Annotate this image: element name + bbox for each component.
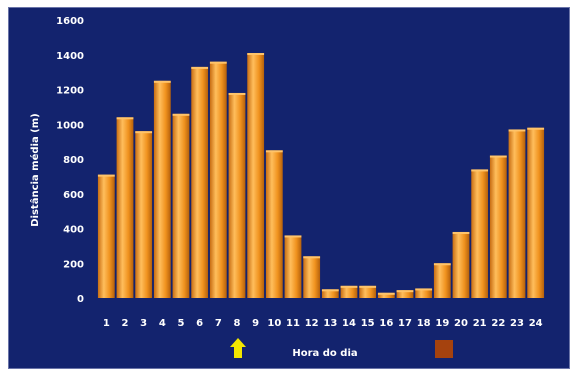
x-tick-label: 16 <box>379 318 393 329</box>
bar <box>340 285 358 298</box>
bar-top <box>359 285 377 288</box>
bar <box>303 256 321 298</box>
x-tick-label: 14 <box>342 318 356 329</box>
bar <box>321 289 339 298</box>
x-tick-label: 9 <box>252 318 259 329</box>
bar-top <box>303 256 321 259</box>
y-tick-labels: 0 200 400 600 800 1000 1200 1400 1600 <box>56 16 84 305</box>
x-tick-label: 7 <box>215 318 222 329</box>
y-axis-label: Distância média (m) <box>29 113 41 227</box>
x-tick-label: 19 <box>435 318 449 329</box>
bar-top <box>415 288 433 291</box>
x-tick-label: 4 <box>159 318 166 329</box>
x-tick-label: 12 <box>305 318 319 329</box>
bar <box>191 66 209 298</box>
bar <box>433 263 451 298</box>
bar-top <box>191 66 209 69</box>
x-tick-label: 3 <box>140 318 147 329</box>
bar-top <box>471 169 489 172</box>
bar <box>172 113 190 298</box>
x-tick-label: 17 <box>398 318 412 329</box>
bar-top <box>116 117 134 120</box>
bar <box>97 174 115 298</box>
y-tick-label: 800 <box>63 155 84 166</box>
bar-top <box>340 285 358 288</box>
bar <box>527 127 545 298</box>
y-tick-label: 1200 <box>56 86 84 97</box>
x-tick-label: 1 <box>103 318 110 329</box>
bar-top <box>209 61 227 64</box>
bar-top <box>489 155 507 158</box>
bar <box>489 155 507 298</box>
bar-top <box>228 92 246 95</box>
bar-top <box>153 80 171 83</box>
bar <box>452 231 470 298</box>
y-tick-label: 1000 <box>56 120 84 131</box>
y-tick-label: 1400 <box>56 51 84 62</box>
bar-top <box>433 263 451 266</box>
y-tick-label: 600 <box>63 190 84 201</box>
bar-top <box>97 174 115 177</box>
bar-top <box>247 53 265 56</box>
bar <box>284 235 302 298</box>
bar <box>116 117 134 298</box>
y-tick-label: 1600 <box>56 16 84 27</box>
square-icon <box>435 340 453 358</box>
x-tick-label: 18 <box>417 318 431 329</box>
bar-top <box>508 129 526 132</box>
x-tick-label: 23 <box>510 318 524 329</box>
bar <box>228 92 246 298</box>
x-tick-label: 8 <box>234 318 241 329</box>
bar-top <box>396 290 414 293</box>
x-tick-labels: 1 2 3 4 5 6 7 8 9 10 11 12 13 14 15 16 17 18 19 20 21 22 23 24 <box>103 318 543 329</box>
bar-top <box>265 150 283 153</box>
bar <box>265 150 283 298</box>
bar-top <box>135 131 153 134</box>
bar-top <box>527 127 545 130</box>
bar <box>396 290 414 298</box>
bar <box>135 131 153 298</box>
bar-top <box>321 289 339 292</box>
bar-top <box>284 235 302 238</box>
y-tick-label: 400 <box>63 225 84 236</box>
bar-top <box>172 113 190 116</box>
bar-top <box>452 231 470 234</box>
x-tick-label: 11 <box>286 318 300 329</box>
bar-top <box>377 292 395 295</box>
x-tick-label: 6 <box>196 318 203 329</box>
x-tick-label: 2 <box>122 318 129 329</box>
x-tick-label: 10 <box>267 318 281 329</box>
bar <box>471 169 489 298</box>
up-arrow-icon <box>230 338 246 358</box>
x-tick-label: 5 <box>178 318 185 329</box>
bar <box>247 53 265 299</box>
x-tick-label: 24 <box>529 318 543 329</box>
bar <box>359 285 377 298</box>
x-axis-label: Hora do dia <box>292 348 357 359</box>
y-tick-label: 0 <box>77 294 84 305</box>
x-tick-label: 21 <box>473 318 487 329</box>
x-tick-label: 13 <box>323 318 337 329</box>
legend <box>230 338 453 358</box>
bar <box>209 61 227 299</box>
x-tick-label: 22 <box>491 318 505 329</box>
bar <box>415 288 433 298</box>
bars <box>97 53 545 299</box>
bar <box>508 129 526 298</box>
x-tick-label: 20 <box>454 318 468 329</box>
bar <box>377 292 395 298</box>
bar <box>153 80 171 298</box>
x-tick-label: 15 <box>361 318 375 329</box>
y-tick-label: 200 <box>63 259 84 270</box>
